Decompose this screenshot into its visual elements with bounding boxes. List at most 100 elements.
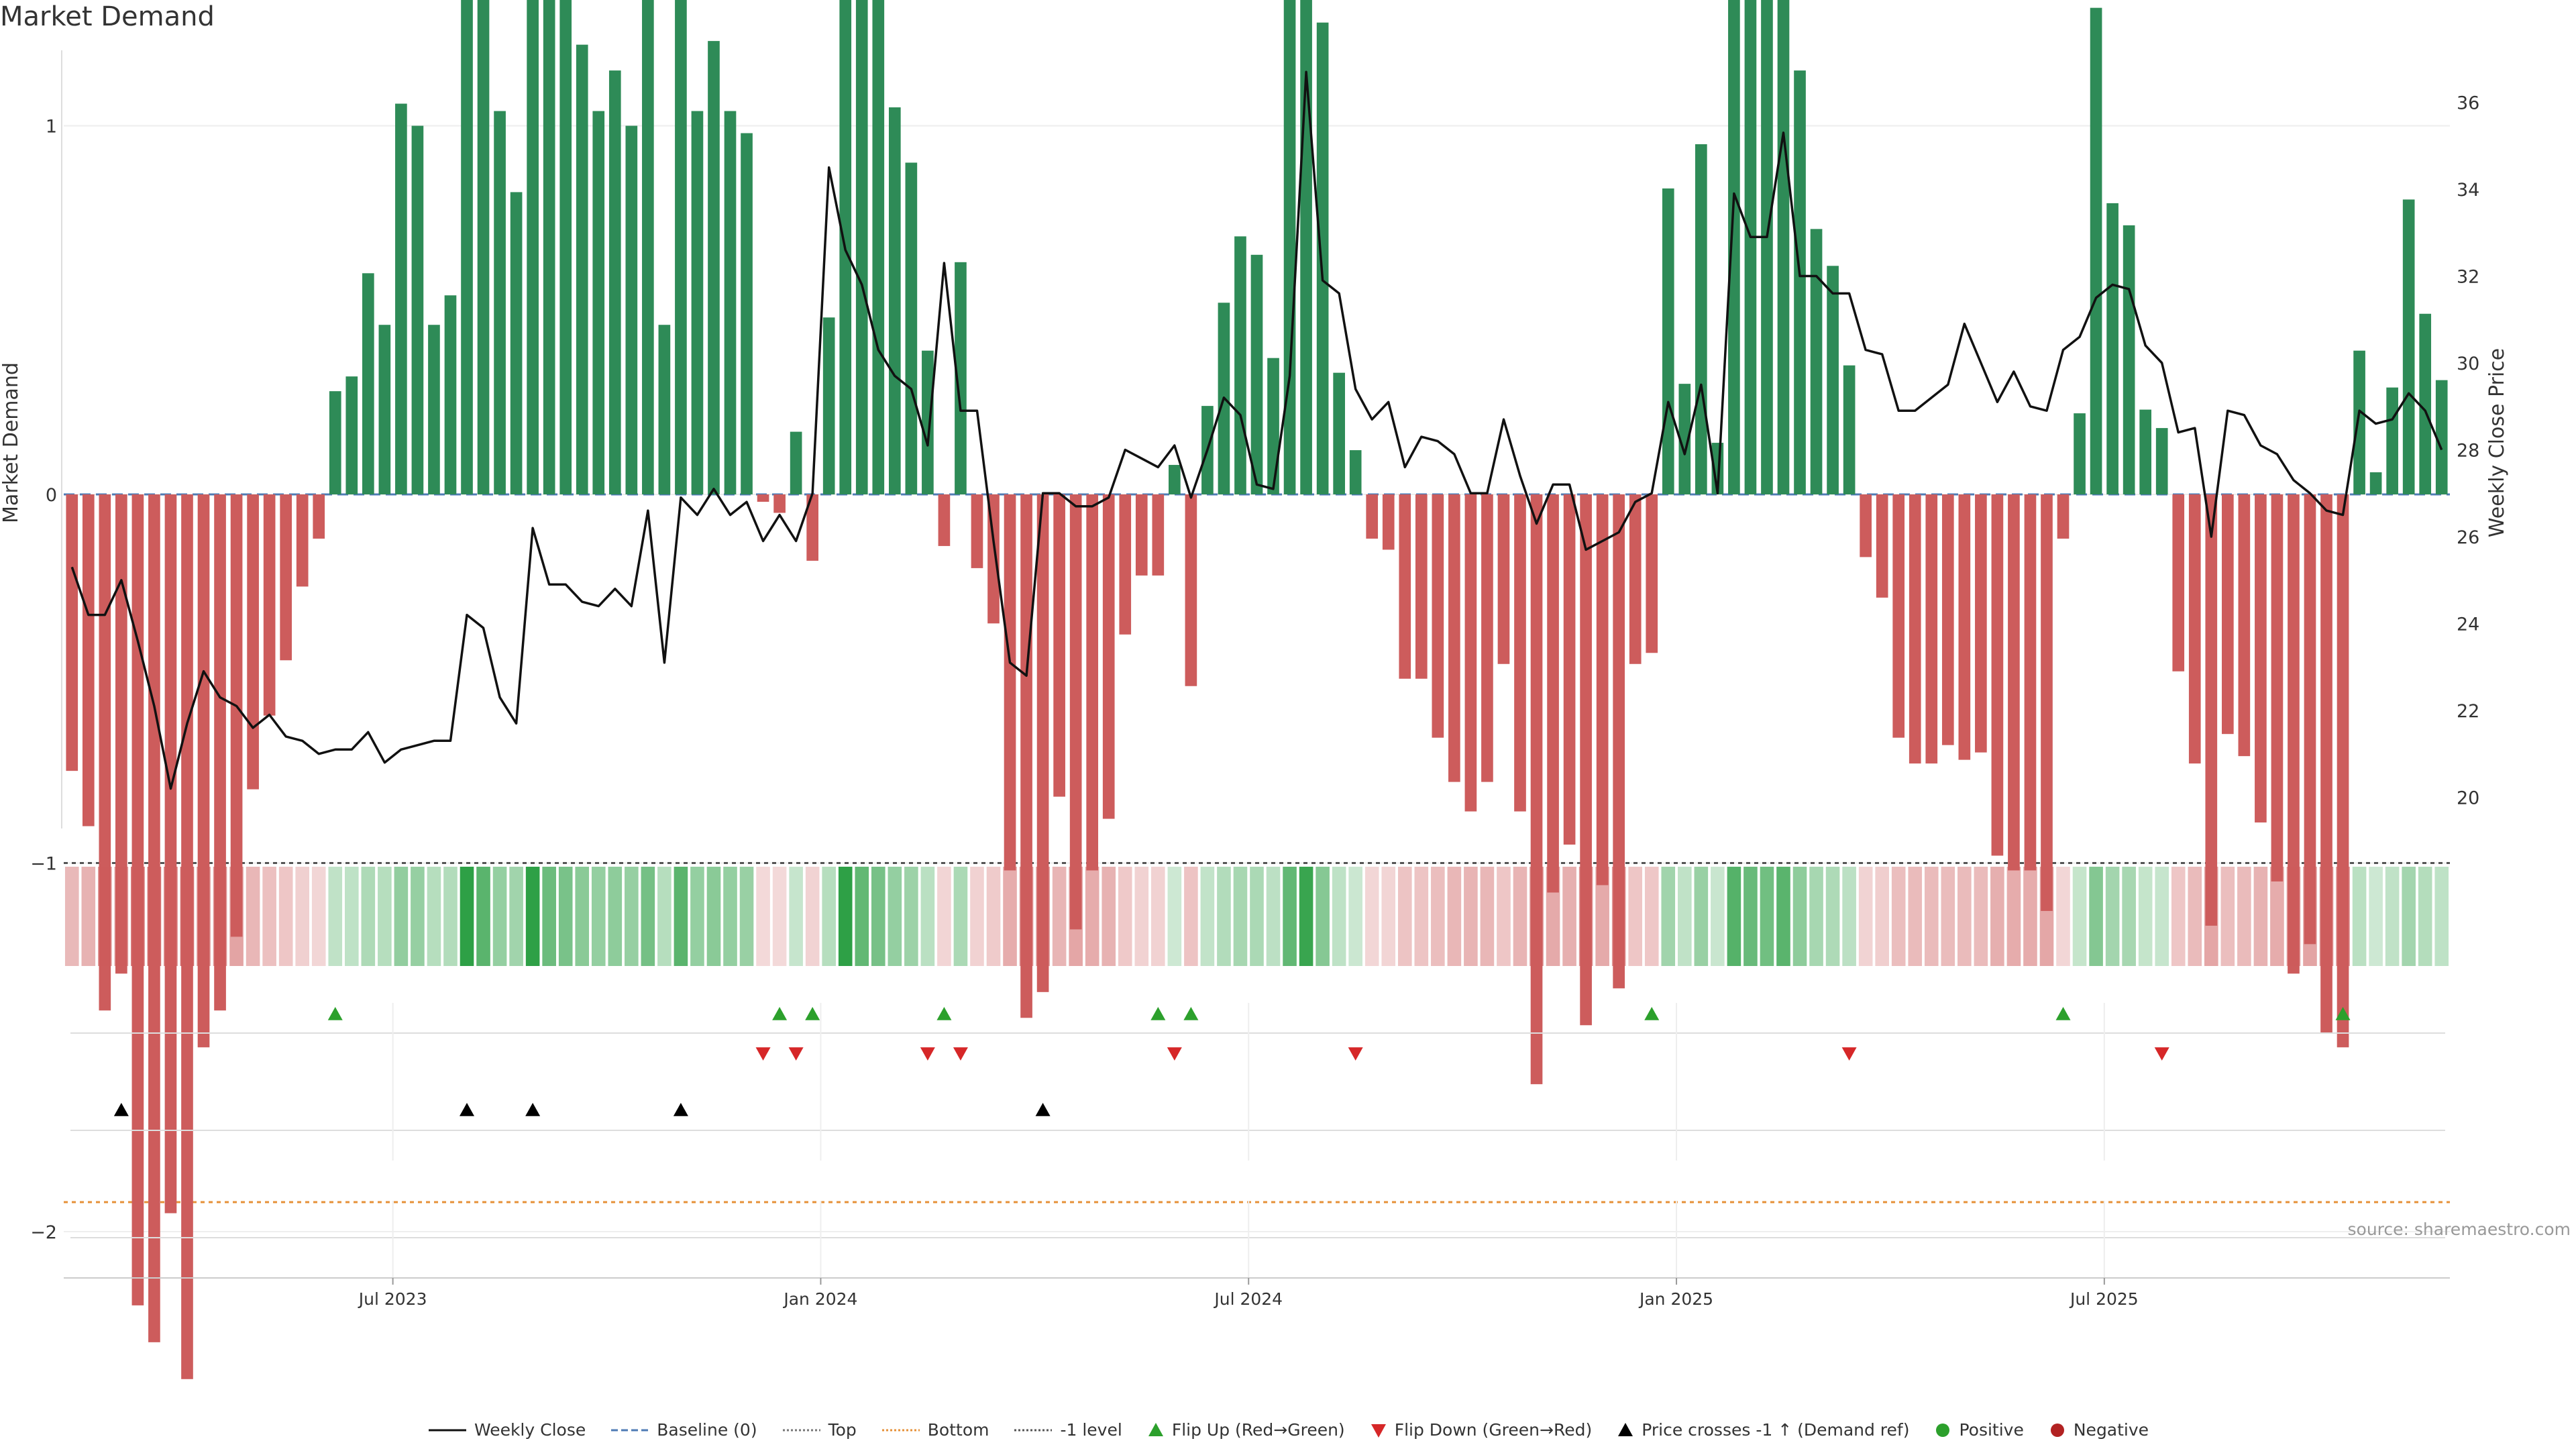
price-line — [70, 70, 2443, 790]
heat-cell — [2188, 867, 2202, 966]
demand-bar — [905, 162, 918, 494]
heat-cell — [2253, 867, 2268, 966]
demand-bar — [329, 391, 341, 494]
heat-cell — [756, 867, 770, 966]
demand-bar — [477, 0, 490, 494]
heat-cell — [460, 867, 474, 966]
legend-swatch — [1618, 1422, 1633, 1436]
demand-bar — [2074, 413, 2086, 494]
demand-bar — [494, 111, 506, 494]
demand-bar — [922, 350, 934, 494]
heat-cell — [986, 867, 1001, 966]
heat-cell — [2237, 867, 2251, 966]
heat-cell — [805, 867, 820, 966]
demand-bar — [395, 103, 407, 494]
heat-cell — [1233, 867, 1248, 966]
demand-bar — [1827, 266, 1839, 494]
demand-bar — [2106, 203, 2118, 494]
heat-cell — [1776, 867, 1790, 966]
demand-bar — [1135, 494, 1148, 576]
legend-label: Negative — [2073, 1420, 2149, 1440]
demand-bar — [1547, 494, 1559, 893]
demand-bar — [822, 317, 835, 494]
heat-cell — [1316, 867, 1330, 966]
heat-cell — [278, 867, 293, 966]
heat-cell — [1628, 867, 1643, 966]
demand-bar — [2024, 494, 2037, 871]
heat-cell — [1283, 867, 1297, 966]
heat-cell — [1974, 867, 1988, 966]
heat-cell — [1332, 867, 1346, 966]
heat-cell — [328, 867, 343, 966]
demand-bar — [1975, 494, 1987, 753]
flip-down-marker — [788, 1047, 804, 1061]
demand-bar — [1481, 494, 1493, 782]
legend-label: Price crosses -1 ↑ (Demand ref) — [1642, 1420, 1910, 1440]
demand-bar — [1382, 494, 1395, 550]
heat-cell — [558, 867, 573, 966]
heat-cell — [361, 867, 376, 966]
y2-tick-label: 20 — [2457, 788, 2479, 809]
demand-bar — [1464, 494, 1477, 812]
heat-cell — [1052, 867, 1067, 966]
demand-bar — [608, 70, 621, 494]
demand-bar — [543, 0, 555, 495]
demand-bar — [2205, 494, 2218, 926]
demand-bar — [164, 494, 177, 1214]
demand-bar — [1119, 494, 1132, 635]
heat-cell — [2039, 867, 2054, 966]
demand-bar — [2369, 472, 2382, 494]
heat-cell — [1611, 867, 1626, 966]
legend-swatch — [2050, 1423, 2064, 1437]
heat-cell — [213, 867, 227, 966]
heat-cell — [1941, 867, 1955, 966]
demand-bar — [1316, 22, 1329, 494]
demand-bar — [2304, 494, 2316, 945]
demand-bar — [2402, 199, 2415, 494]
heat-cell — [1414, 867, 1429, 966]
demand-bar — [741, 133, 753, 495]
legend-label: Weekly Close — [474, 1420, 586, 1440]
demand-bar — [1283, 0, 1296, 495]
heat-cell — [1595, 867, 1609, 966]
heat-cell — [690, 867, 704, 966]
heat-cell — [1019, 867, 1034, 966]
demand-bar — [1925, 494, 1938, 764]
heat-cell — [1908, 867, 1923, 966]
legend-item: Bottom — [881, 1420, 989, 1440]
demand-bar — [1530, 494, 1543, 1085]
heat-cell — [953, 867, 968, 966]
source-note: source: sharemaestro.com — [2347, 1220, 2571, 1239]
heat-cell — [81, 867, 96, 966]
demand-bar — [1086, 494, 1099, 871]
demand-bars — [66, 0, 2448, 1379]
demand-bar — [2188, 494, 2201, 764]
heat-cell — [1562, 867, 1576, 966]
demand-bar — [708, 41, 720, 495]
demand-bar — [1761, 0, 1773, 494]
demand-bar — [971, 494, 983, 568]
demand-bar — [1662, 188, 1674, 494]
price-cross-marker — [673, 1103, 688, 1116]
heat-cell — [1217, 867, 1231, 966]
flip-down-marker — [953, 1047, 968, 1061]
heat-cell — [2006, 867, 2021, 966]
heat-cell — [2138, 867, 2153, 966]
heat-cell — [344, 867, 359, 966]
x-tick-label: Jul 2024 — [1213, 1289, 1283, 1309]
y2-tick-label: 30 — [2457, 354, 2479, 374]
heat-cell — [1825, 867, 1840, 966]
legend-label: Flip Up (Red→Green) — [1171, 1420, 1345, 1440]
demand-bar — [1892, 494, 1905, 738]
heat-cell — [1760, 867, 1774, 966]
flip-up-marker — [1644, 1007, 1660, 1020]
y-axis-title: Market Demand — [0, 362, 23, 523]
heat-cell — [411, 867, 425, 966]
price-cross-marker — [1035, 1103, 1051, 1116]
heat-cell — [1151, 867, 1165, 966]
y2-tick-label: 26 — [2457, 527, 2479, 548]
demand-bar — [1563, 494, 1576, 845]
demand-bar — [313, 494, 325, 539]
heat-cell — [1497, 867, 1511, 966]
demand-bar — [115, 494, 127, 974]
